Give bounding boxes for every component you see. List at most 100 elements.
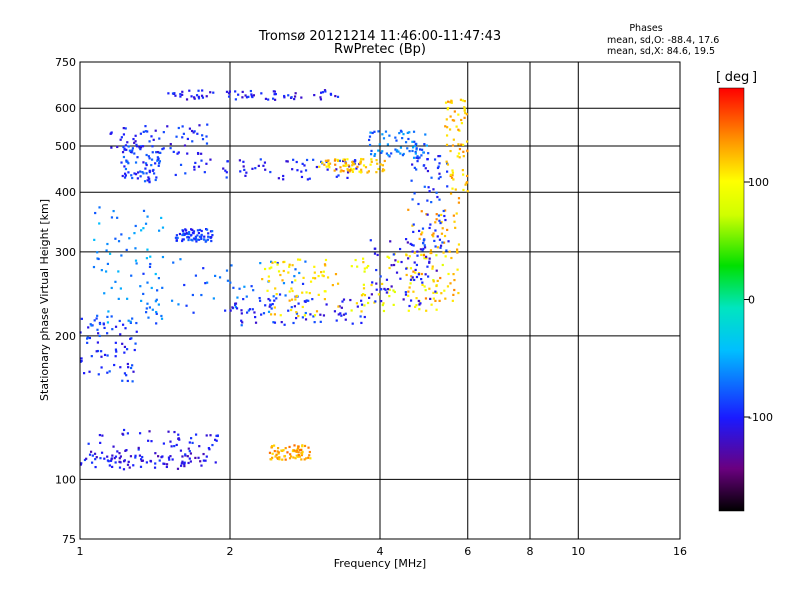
data-point (284, 458, 287, 461)
data-point (206, 123, 209, 126)
data-point (364, 166, 368, 169)
data-point (301, 450, 304, 453)
data-point (327, 164, 330, 167)
data-point (200, 229, 203, 233)
data-point (80, 462, 83, 465)
data-point (293, 275, 296, 278)
data-point (90, 355, 93, 358)
data-point (452, 138, 455, 141)
data-point (424, 273, 427, 276)
data-point (141, 145, 145, 148)
data-point (240, 324, 243, 327)
data-point (139, 458, 143, 461)
data-point (340, 314, 343, 317)
data-point (373, 301, 376, 304)
data-point (261, 278, 264, 281)
data-point (307, 446, 310, 449)
data-point (154, 300, 157, 303)
data-point (155, 310, 158, 314)
data-point (458, 156, 461, 159)
data-point (97, 257, 100, 261)
data-point (194, 236, 198, 239)
data-point (124, 144, 128, 147)
data-point (87, 326, 90, 329)
data-point (313, 271, 316, 274)
data-point (274, 260, 277, 264)
data-point (196, 229, 200, 232)
data-point (126, 348, 129, 351)
data-point (218, 276, 222, 279)
data-point (370, 160, 373, 163)
data-point (155, 298, 158, 301)
data-point (375, 171, 378, 174)
data-point (216, 434, 219, 437)
data-point (388, 266, 391, 270)
data-point (139, 132, 142, 135)
data-point (200, 233, 203, 237)
data-point (315, 165, 318, 169)
data-point (463, 108, 466, 111)
data-point (340, 169, 343, 172)
data-point (346, 171, 350, 174)
data-point (273, 93, 276, 96)
data-point (185, 304, 188, 307)
data-point (434, 245, 437, 248)
data-point (381, 150, 384, 153)
data-point (200, 235, 203, 239)
data-point (381, 282, 384, 286)
data-point (188, 441, 191, 444)
data-point (126, 379, 129, 383)
data-point (251, 167, 254, 170)
data-point (135, 330, 138, 333)
data-point (460, 143, 463, 146)
data-point (444, 255, 447, 258)
data-point (446, 163, 450, 166)
data-point (421, 231, 424, 234)
data-point (127, 171, 130, 174)
data-point (174, 236, 178, 239)
data-point (127, 460, 130, 463)
data-point (392, 303, 395, 306)
data-point (298, 271, 301, 275)
data-point (152, 138, 155, 141)
data-point (426, 169, 430, 173)
data-point (276, 450, 279, 453)
data-point (187, 447, 190, 450)
data-point (424, 133, 427, 136)
data-point (181, 238, 184, 241)
data-point (117, 240, 121, 243)
data-point (177, 437, 180, 440)
data-point (408, 304, 411, 308)
data-point (346, 158, 349, 161)
data-point (234, 303, 237, 307)
data-point (188, 127, 192, 130)
data-point (411, 149, 414, 153)
data-point (119, 287, 122, 290)
data-point (465, 113, 468, 116)
data-point (121, 151, 125, 154)
data-point (463, 106, 466, 109)
data-point (80, 317, 83, 320)
data-point (301, 316, 304, 319)
data-point (189, 452, 193, 455)
data-point (264, 168, 267, 171)
data-point (131, 149, 134, 152)
data-point (144, 162, 148, 165)
data-point (435, 284, 438, 288)
data-point (132, 370, 135, 373)
data-point (288, 299, 291, 302)
data-point (428, 190, 431, 193)
data-point (353, 163, 356, 166)
data-point (441, 241, 444, 244)
data-point (447, 240, 450, 243)
y-tick-label: 400 (55, 186, 76, 199)
data-point (356, 265, 359, 268)
data-point (162, 131, 165, 134)
data-point (129, 321, 132, 324)
data-point (382, 169, 386, 172)
data-point (269, 304, 272, 307)
data-point (273, 299, 276, 302)
data-point (418, 303, 421, 306)
data-point (240, 312, 243, 315)
data-point (438, 219, 441, 222)
